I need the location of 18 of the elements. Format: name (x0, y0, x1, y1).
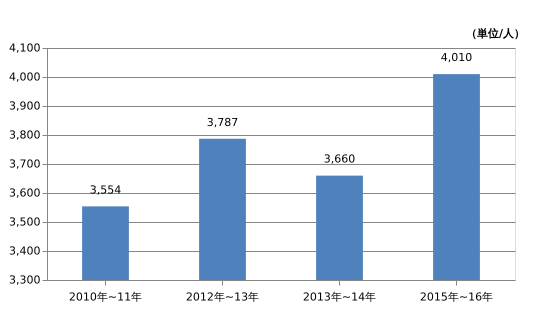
x-tick-label: 2013年~14年 (302, 290, 376, 304)
y-tick-label: 4,100 (9, 42, 40, 54)
text: （単位/人） (466, 27, 525, 40)
y-tick-label: 3,500 (9, 216, 40, 228)
x-tick-label: 2012年~13年 (186, 290, 260, 304)
x-tick-label: 2010年~11年 (68, 290, 142, 304)
y-tick-label: 3,600 (9, 186, 40, 200)
y-tick-label: 3,800 (9, 128, 40, 142)
data-label: 4,010 (440, 51, 472, 64)
x-tick-label: 2015年~16年 (420, 290, 494, 304)
y-tick-label: 3,300 (9, 274, 40, 286)
y-tick-label: 3,400 (9, 244, 40, 258)
data-label: 3,787 (206, 116, 238, 129)
data-label: 3,554 (90, 183, 122, 196)
data-label: 3,660 (324, 152, 356, 166)
y-tick-label: 3,700 (9, 158, 40, 170)
y-tick-label: 3,900 (9, 100, 40, 112)
y-tick-label: 4,000 (9, 70, 40, 84)
